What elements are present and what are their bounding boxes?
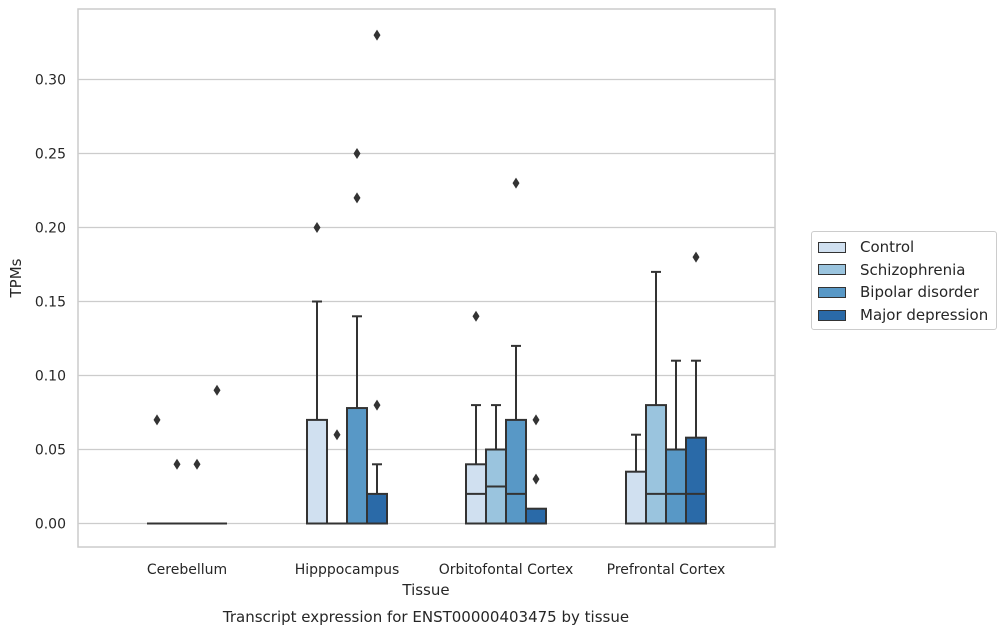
box-group	[625, 433, 647, 525]
y-tick-label: 0.05	[35, 443, 66, 459]
box-group	[346, 148, 368, 525]
y-tick-label: 0.25	[35, 147, 66, 163]
outlier-point	[193, 458, 201, 470]
legend-swatch	[818, 241, 846, 253]
y-tick-label: 0.20	[35, 221, 66, 237]
box-rect	[685, 436, 707, 525]
y-tick-label: 0.10	[35, 369, 66, 385]
legend-item: Schizophrenia	[812, 259, 996, 282]
box-group	[665, 359, 687, 525]
outlier-point	[692, 251, 700, 263]
legend-label: Control	[860, 238, 915, 257]
box-group	[167, 458, 187, 525]
box-group	[306, 222, 328, 525]
box-rect	[645, 404, 667, 525]
y-tick-labels: 0.00 0.05 0.10 0.15 0.20 0.25 0.30	[35, 73, 66, 533]
box-rect	[625, 470, 647, 525]
x-tick-label: Prefrontal Cortex	[607, 562, 726, 578]
y-tick-label: 0.30	[35, 73, 66, 89]
box-group	[505, 177, 527, 525]
outlier-point	[373, 399, 381, 411]
outlier-point	[153, 414, 161, 426]
x-tick-label: Hipppocampus	[295, 562, 400, 578]
box-rect	[505, 418, 527, 525]
y-tick-label: 0.00	[35, 517, 66, 533]
x-tick-label: Cerebellum	[147, 562, 227, 578]
box-rect	[525, 507, 547, 525]
outlier-point	[373, 29, 381, 41]
box-group	[207, 384, 227, 525]
plot-area-frame	[77, 8, 776, 548]
box-group	[685, 251, 707, 525]
outlier-point	[353, 192, 361, 204]
chart-title: Transcript expression for ENST0000040347…	[222, 608, 629, 626]
x-tick-label: Orbitofontal Cortex	[439, 562, 574, 578]
outlier-point	[353, 148, 361, 159]
boxes	[147, 29, 707, 525]
legend-label: Schizophrenia	[860, 260, 966, 279]
box-group	[645, 270, 667, 525]
box-group	[327, 429, 347, 525]
legend-item: Major depression	[812, 304, 996, 327]
box-rect	[366, 492, 388, 525]
box-group	[147, 414, 167, 525]
outlier-point	[173, 458, 181, 470]
legend-label: Bipolar disorder	[860, 283, 979, 302]
x-axis-label: Tissue	[401, 581, 449, 599]
outlier-point	[313, 222, 321, 233]
legend-item: Bipolar disorder	[812, 281, 996, 304]
outlier-point	[213, 384, 221, 396]
y-axis-label: TPMs	[7, 258, 25, 298]
legend-swatch	[818, 286, 846, 298]
outlier-point	[333, 429, 341, 441]
box-group	[366, 29, 388, 525]
legend-swatch	[818, 264, 846, 276]
legend: Control Schizophrenia Bipolar disorder Majo…	[811, 231, 997, 331]
outlier-point	[532, 414, 540, 426]
legend-swatch	[818, 309, 846, 321]
box-rect	[665, 448, 687, 525]
box-group	[465, 310, 487, 525]
legend-label: Major depression	[860, 306, 989, 325]
x-tick-labels: Cerebellum Hipppocampus Orbitofontal Corte…	[147, 562, 725, 578]
grid-lines	[78, 78, 775, 525]
box-group	[187, 458, 207, 525]
outlier-point	[532, 473, 540, 485]
box-group	[485, 404, 507, 525]
legend-item: Control	[812, 236, 996, 259]
box-rect	[346, 407, 368, 525]
outlier-point	[472, 310, 480, 322]
outlier-point	[512, 177, 520, 189]
y-tick-label: 0.15	[35, 295, 66, 311]
box-group	[525, 414, 547, 525]
box-rect	[306, 418, 328, 525]
